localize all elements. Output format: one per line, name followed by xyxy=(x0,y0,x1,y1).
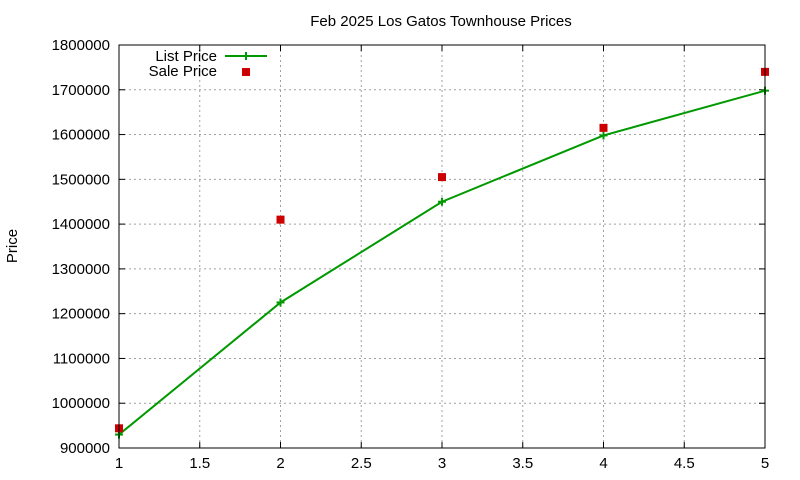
x-tick-label: 2.5 xyxy=(351,455,372,472)
y-tick-label: 1400000 xyxy=(52,216,110,233)
y-tick-label: 1600000 xyxy=(52,127,110,144)
list-price-point xyxy=(276,298,285,307)
x-tick-label: 3 xyxy=(438,455,446,472)
legend-label-list-price: List Price xyxy=(155,48,217,65)
x-tick-label: 5 xyxy=(761,455,769,472)
y-tick-label: 1000000 xyxy=(52,395,110,412)
legend: List Price Sale Price xyxy=(149,48,267,80)
tick-labels: 1 1.5 2 2.5 3 3.5 4 4.5 5 900000 1000000 1100000 120… xyxy=(52,37,770,472)
x-tick-label: 1.5 xyxy=(189,455,210,472)
list-price-point xyxy=(599,131,608,140)
x-tick-label: 2 xyxy=(276,455,284,472)
x-tick-label: 3.5 xyxy=(512,455,533,472)
y-tick-label: 1200000 xyxy=(52,306,110,323)
y-tick-label: 900000 xyxy=(60,440,110,457)
chart-title: Feb 2025 Los Gatos Townhouse Prices xyxy=(310,13,572,30)
y-tick-label: 1800000 xyxy=(52,37,110,54)
legend-label-sale-price: Sale Price xyxy=(149,63,217,80)
list-price-point xyxy=(438,197,446,206)
plot-series xyxy=(115,67,769,439)
sale-price-point xyxy=(599,123,608,132)
y-tick-label: 1100000 xyxy=(53,350,110,367)
list-price-line xyxy=(118,89,766,436)
legend-marker-list-price xyxy=(242,52,250,60)
sale-price-point xyxy=(438,173,446,182)
y-axis-label: Price xyxy=(4,229,21,263)
x-tick-label: 4 xyxy=(599,455,607,472)
grid xyxy=(119,45,765,448)
y-tick-label: 1500000 xyxy=(52,171,110,188)
x-tick-label: 4.5 xyxy=(674,455,695,472)
legend-marker-sale-price xyxy=(242,68,250,76)
x-tick-label: 1 xyxy=(115,455,123,472)
sale-price-point xyxy=(276,215,285,224)
y-tick-label: 1700000 xyxy=(52,82,110,99)
plot-frame xyxy=(118,44,766,449)
y-tick-label: 1300000 xyxy=(52,261,110,278)
